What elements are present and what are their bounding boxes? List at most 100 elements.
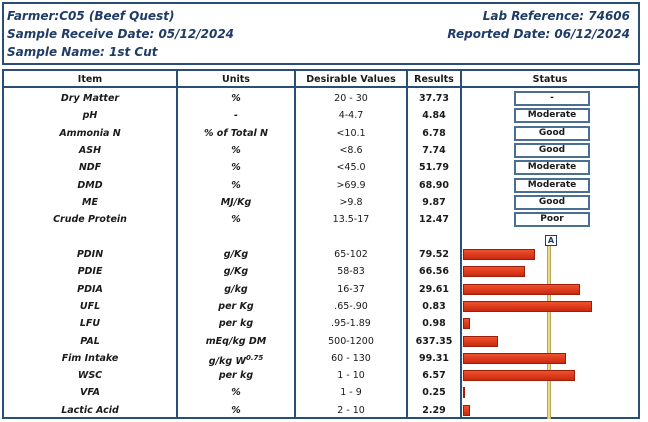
item-units: % bbox=[231, 162, 241, 174]
result-value: 7.74 bbox=[422, 144, 446, 156]
status-badge: Good bbox=[514, 194, 590, 210]
result-value: 79.52 bbox=[418, 249, 450, 260]
result-value: 12.47 bbox=[418, 214, 450, 226]
table-row: NDF% <45.0 51.79 Moderate bbox=[4, 159, 638, 176]
sample-name-label: Sample Name: 1st Cut bbox=[7, 45, 158, 59]
result-level-bar bbox=[463, 249, 535, 260]
table-row: PDIE g/Kg 58-83 66.56 bbox=[4, 263, 638, 280]
item-units-text: per kg bbox=[218, 318, 254, 330]
desirable-value: <45.0 bbox=[336, 162, 366, 174]
column-header-units: Units bbox=[178, 71, 296, 88]
status-badge: Moderate bbox=[514, 108, 590, 124]
desirable-value: 1 - 10 bbox=[337, 370, 365, 382]
status-badge: - bbox=[514, 91, 590, 106]
desirable-value: 4-4.7 bbox=[338, 110, 364, 122]
desirable-value: <10.1 bbox=[336, 127, 366, 139]
result-value: 0.83 bbox=[422, 300, 446, 312]
item-name: PDIE bbox=[77, 266, 103, 278]
table-row: PAL mEq/kg DM 500-1200 637.35 bbox=[4, 333, 638, 350]
item-name: LFU bbox=[79, 318, 101, 330]
column-divider bbox=[176, 88, 178, 417]
table-row: Crude Protein% 13.5-17 12.47 Poor bbox=[4, 211, 638, 228]
item-units: % bbox=[231, 93, 241, 104]
result-value: 0.25 bbox=[422, 387, 446, 399]
item-units: g/Kg bbox=[178, 263, 294, 280]
result-level-bar bbox=[463, 335, 498, 347]
item-name: pH bbox=[82, 110, 98, 122]
item-units: per Kg bbox=[178, 298, 294, 315]
table-row: Fim Intake g/kg W0.75 60 - 130 99.31 bbox=[4, 350, 638, 367]
status-badge: Good bbox=[514, 125, 590, 141]
item-name: PDIA bbox=[77, 283, 103, 295]
item-units-text: g/kg bbox=[224, 283, 248, 295]
item-units: % bbox=[178, 402, 294, 419]
item-name: NDF bbox=[78, 162, 102, 174]
item-units-text: g/kg W bbox=[208, 355, 246, 367]
status-badge: Good bbox=[514, 142, 590, 158]
item-units: % bbox=[231, 144, 241, 156]
item-units-text: g/Kg bbox=[223, 249, 249, 260]
item-units: % of Total N bbox=[203, 127, 269, 139]
farmer-label: Farmer:C05 (Beef Quest) bbox=[7, 9, 175, 23]
result-value: 2.29 bbox=[422, 404, 446, 416]
desirable-value: 2 - 10 bbox=[337, 404, 365, 416]
item-name: ASH bbox=[78, 144, 102, 156]
table-row: DMD% >69.9 68.90 Moderate bbox=[4, 177, 638, 194]
receive-date-label: Sample Receive Date: 05/12/2024 bbox=[7, 27, 235, 41]
item-units-text: % bbox=[231, 387, 241, 399]
column-divider bbox=[406, 88, 408, 417]
item-name: PDIN bbox=[76, 249, 104, 260]
table-row: pH - 4-4.7 4.84 Moderate bbox=[4, 107, 638, 124]
item-units-text: % bbox=[231, 404, 241, 416]
item-name: Crude Protein bbox=[53, 214, 127, 226]
desirable-value: >9.8 bbox=[339, 196, 363, 208]
item-units-text: g/Kg bbox=[223, 266, 249, 278]
lab-reference-label: Lab Reference: 74606 bbox=[482, 9, 630, 23]
column-header-item: Item bbox=[4, 71, 178, 88]
desirable-value: 65-102 bbox=[334, 249, 368, 260]
item-name: Dry Matter bbox=[60, 93, 120, 104]
table-row: UFL per Kg .65-.90 0.83 bbox=[4, 298, 638, 315]
item-name: Fim Intake bbox=[61, 352, 119, 364]
desirable-value: .65-.90 bbox=[334, 300, 368, 312]
column-header-desirable: Desirable Values bbox=[296, 71, 408, 88]
result-value: 0.98 bbox=[422, 318, 446, 330]
table-row: ME MJ/Kg >9.8 9.87 Good bbox=[4, 194, 638, 211]
results-table: Item Units Desirable Values Results Stat… bbox=[2, 69, 640, 419]
item-units-text: per kg bbox=[218, 370, 254, 382]
table-row: Lactic Acid% 2 - 10 2.29 bbox=[4, 402, 638, 419]
item-units: g/kg W0.75 bbox=[178, 350, 294, 367]
item-name: VFA bbox=[80, 387, 100, 399]
item-units-text: per Kg bbox=[218, 300, 254, 312]
desirable-value: 1 - 9 bbox=[340, 387, 362, 399]
item-units: mEq/kg DM bbox=[178, 333, 294, 350]
item-name: Ammonia N bbox=[59, 127, 121, 139]
reported-date-label: Reported Date: 06/12/2024 bbox=[447, 27, 630, 41]
item-units-exponent: 0.75 bbox=[245, 353, 264, 362]
result-value: 68.90 bbox=[418, 179, 450, 191]
table-row: PDIA g/kg 16-37 29.61 bbox=[4, 281, 638, 298]
table-row: Dry Matter% 20 - 30 37.73 - bbox=[4, 90, 638, 107]
item-units: g/kg bbox=[178, 281, 294, 298]
desirable-value: 500-1200 bbox=[328, 335, 374, 347]
reference-line bbox=[547, 235, 551, 419]
desirable-value: 20 - 30 bbox=[334, 93, 368, 104]
item-units: % bbox=[231, 179, 241, 191]
item-units: per kg bbox=[178, 367, 294, 384]
item-name: Lactic Acid bbox=[61, 404, 119, 416]
result-level-bar bbox=[463, 300, 592, 312]
result-value: 4.84 bbox=[422, 110, 446, 122]
status-badge: Poor bbox=[514, 212, 590, 228]
column-divider bbox=[294, 88, 296, 417]
result-value: 6.57 bbox=[422, 370, 446, 382]
result-value: 29.61 bbox=[418, 283, 450, 295]
desirable-value: >69.9 bbox=[336, 179, 366, 191]
column-header-results: Results bbox=[408, 71, 462, 88]
column-header-status: Status bbox=[462, 71, 638, 88]
desirable-value: 16-37 bbox=[337, 283, 365, 295]
table-row: LFU per kg .95-1.89 0.98 bbox=[4, 315, 638, 332]
item-units: g/Kg bbox=[178, 246, 294, 263]
result-value: 66.56 bbox=[418, 266, 450, 278]
result-value: 6.78 bbox=[422, 127, 446, 139]
result-level-bar bbox=[463, 266, 525, 278]
